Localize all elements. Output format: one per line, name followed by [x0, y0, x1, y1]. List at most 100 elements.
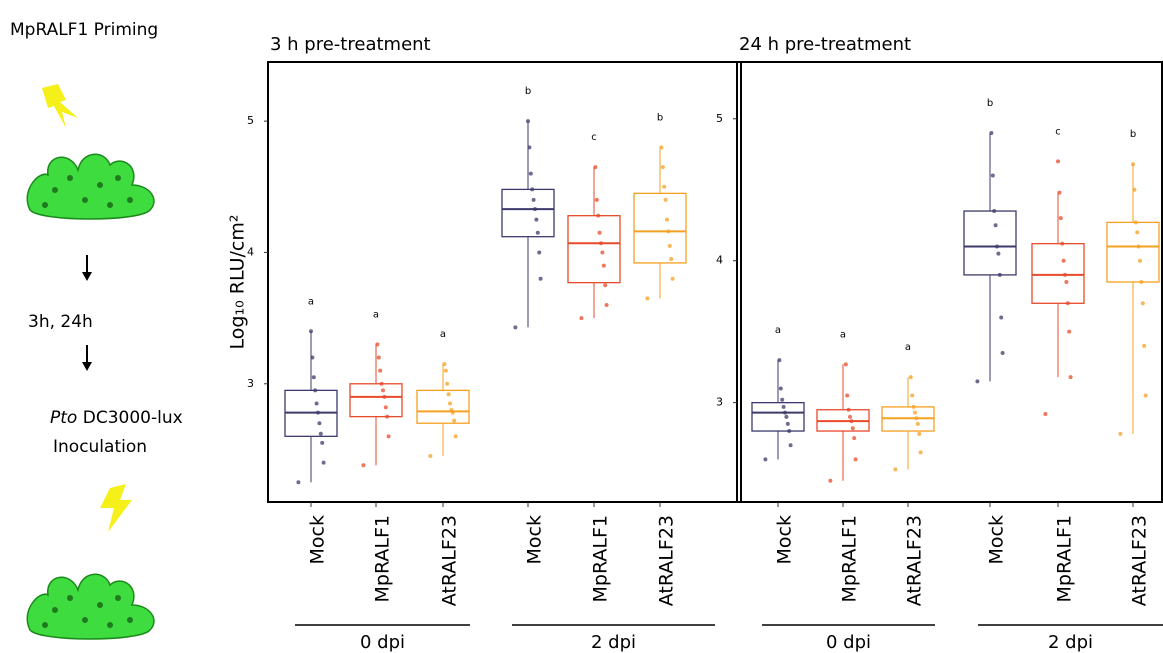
y-tick-label: 3 [247, 377, 254, 390]
data-point [852, 436, 857, 441]
data-point [990, 173, 995, 178]
box [1106, 221, 1160, 283]
x-tick-label: Mock [524, 515, 546, 564]
data-point [910, 393, 915, 398]
data-point [378, 368, 383, 373]
data-point [662, 184, 667, 189]
data-point [999, 315, 1004, 320]
x-tick-label: Mock [307, 515, 329, 564]
data-point [1140, 301, 1145, 306]
data-point [1056, 159, 1060, 164]
data-point [918, 450, 923, 455]
data-point [309, 329, 313, 334]
schematic-action: Inoculation [53, 437, 147, 457]
data-point [314, 401, 319, 406]
data-point [593, 165, 598, 170]
data-point [1131, 162, 1135, 167]
data-point [313, 388, 318, 393]
x-tick-label: AtRALF23 [904, 515, 926, 606]
box [416, 389, 470, 424]
significance-letter: b [987, 98, 993, 109]
significance-letter: a [440, 329, 446, 340]
data-point [669, 257, 674, 262]
data-point [428, 454, 433, 459]
data-point [1133, 220, 1138, 225]
data-point [375, 342, 380, 347]
significance-letter: c [1055, 126, 1061, 137]
x-tick-label: AtRALF23 [1129, 515, 1151, 606]
data-point [599, 241, 603, 246]
data-point [1000, 350, 1005, 355]
data-point [534, 217, 539, 222]
group-label: 2 dpi [1048, 632, 1093, 653]
data-point [660, 165, 665, 170]
data-point [594, 197, 599, 202]
group-label: 2 dpi [591, 632, 636, 653]
data-point [445, 381, 450, 386]
panel-title: 24 h pre-treatment [739, 34, 911, 55]
data-point [911, 404, 916, 409]
data-point [385, 414, 390, 419]
significance-letter: b [1130, 129, 1136, 140]
data-point [533, 207, 537, 212]
data-point [1142, 343, 1147, 348]
data-point [382, 394, 387, 399]
data-point [296, 480, 301, 485]
data-point [1060, 241, 1065, 246]
data-point [449, 408, 454, 413]
data-point [448, 401, 452, 406]
x-tick-label: Mock [986, 515, 1008, 564]
data-point [893, 467, 898, 472]
data-point [645, 296, 650, 301]
data-point [914, 416, 919, 421]
data-point [989, 130, 994, 135]
significance-letter: a [905, 342, 911, 353]
data-point [527, 145, 532, 150]
significance-letter: a [308, 296, 314, 307]
data-point [783, 410, 787, 415]
data-point [535, 230, 540, 235]
data-point [1138, 258, 1142, 263]
data-point [320, 440, 325, 445]
y-axis-label: Log₁₀ RLU/cm² [227, 215, 249, 350]
significance-letter: c [591, 132, 597, 143]
data-point [443, 368, 448, 373]
data-point [311, 375, 316, 380]
data-point [442, 362, 447, 367]
data-point [781, 404, 786, 409]
data-point [1043, 412, 1048, 416]
significance-letter: b [525, 86, 531, 97]
data-point [317, 421, 322, 426]
data-point [915, 421, 920, 426]
data-point [993, 223, 998, 228]
y-tick-label: 5 [716, 112, 723, 125]
x-tick-label: MpRALF1 [1054, 515, 1076, 603]
data-point [310, 355, 315, 360]
box [567, 215, 621, 284]
schematic-title: MpRALF1 Priming [10, 20, 158, 40]
data-point [843, 362, 848, 367]
pathogen-italic: Pto [50, 408, 77, 428]
x-tick-label: Mock [774, 515, 796, 564]
data-point [828, 478, 833, 483]
data-point [785, 421, 790, 426]
data-point [600, 250, 605, 255]
significance-letter: a [775, 325, 781, 336]
data-point [381, 388, 385, 393]
data-point [1063, 272, 1067, 277]
data-point [530, 187, 535, 192]
data-point [597, 230, 602, 235]
data-point [788, 443, 793, 448]
data-point [763, 457, 768, 462]
data-point [446, 392, 451, 397]
data-point [379, 381, 384, 386]
data-point [1061, 258, 1066, 263]
y-tick-label: 3 [716, 396, 723, 409]
data-point [318, 431, 323, 436]
data-point [846, 407, 851, 412]
box [1031, 243, 1085, 304]
group-label: 0 dpi [360, 632, 405, 653]
data-point [849, 419, 854, 424]
data-point [975, 379, 980, 384]
